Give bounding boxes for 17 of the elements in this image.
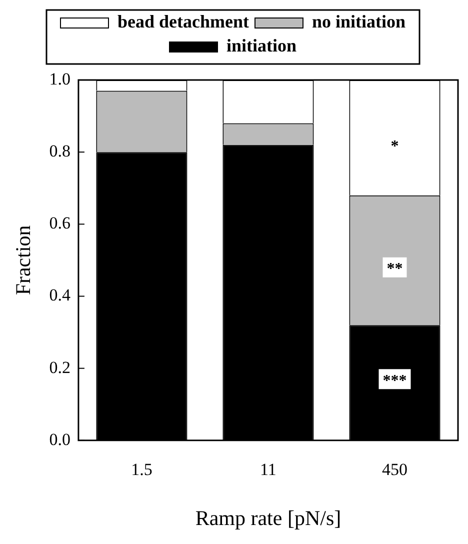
annotation: * — [390, 138, 399, 156]
x-tick-label: 450 — [382, 460, 408, 480]
y-tick-label: 0.0 — [49, 430, 70, 449]
legend-label: initiation — [226, 36, 297, 56]
y-tick-label: 0.6 — [49, 214, 70, 233]
legend-label: no initiation — [312, 12, 406, 32]
x-tick-label: 11 — [260, 460, 276, 480]
y-tick-label: 0.8 — [49, 142, 70, 161]
y-tick-label: 0.2 — [49, 358, 70, 377]
legend-label: bead detachment — [117, 12, 249, 32]
y-tick-label: 0.4 — [49, 286, 71, 305]
x-tick-label: 1.5 — [131, 460, 152, 480]
annotation: *** — [382, 372, 407, 390]
annotation: ** — [386, 260, 403, 278]
y-axis-title: Fraction — [11, 224, 36, 296]
y-tick-label: 1.0 — [49, 69, 70, 88]
x-axis-title: Ramp rate [pN/s] — [195, 506, 342, 530]
